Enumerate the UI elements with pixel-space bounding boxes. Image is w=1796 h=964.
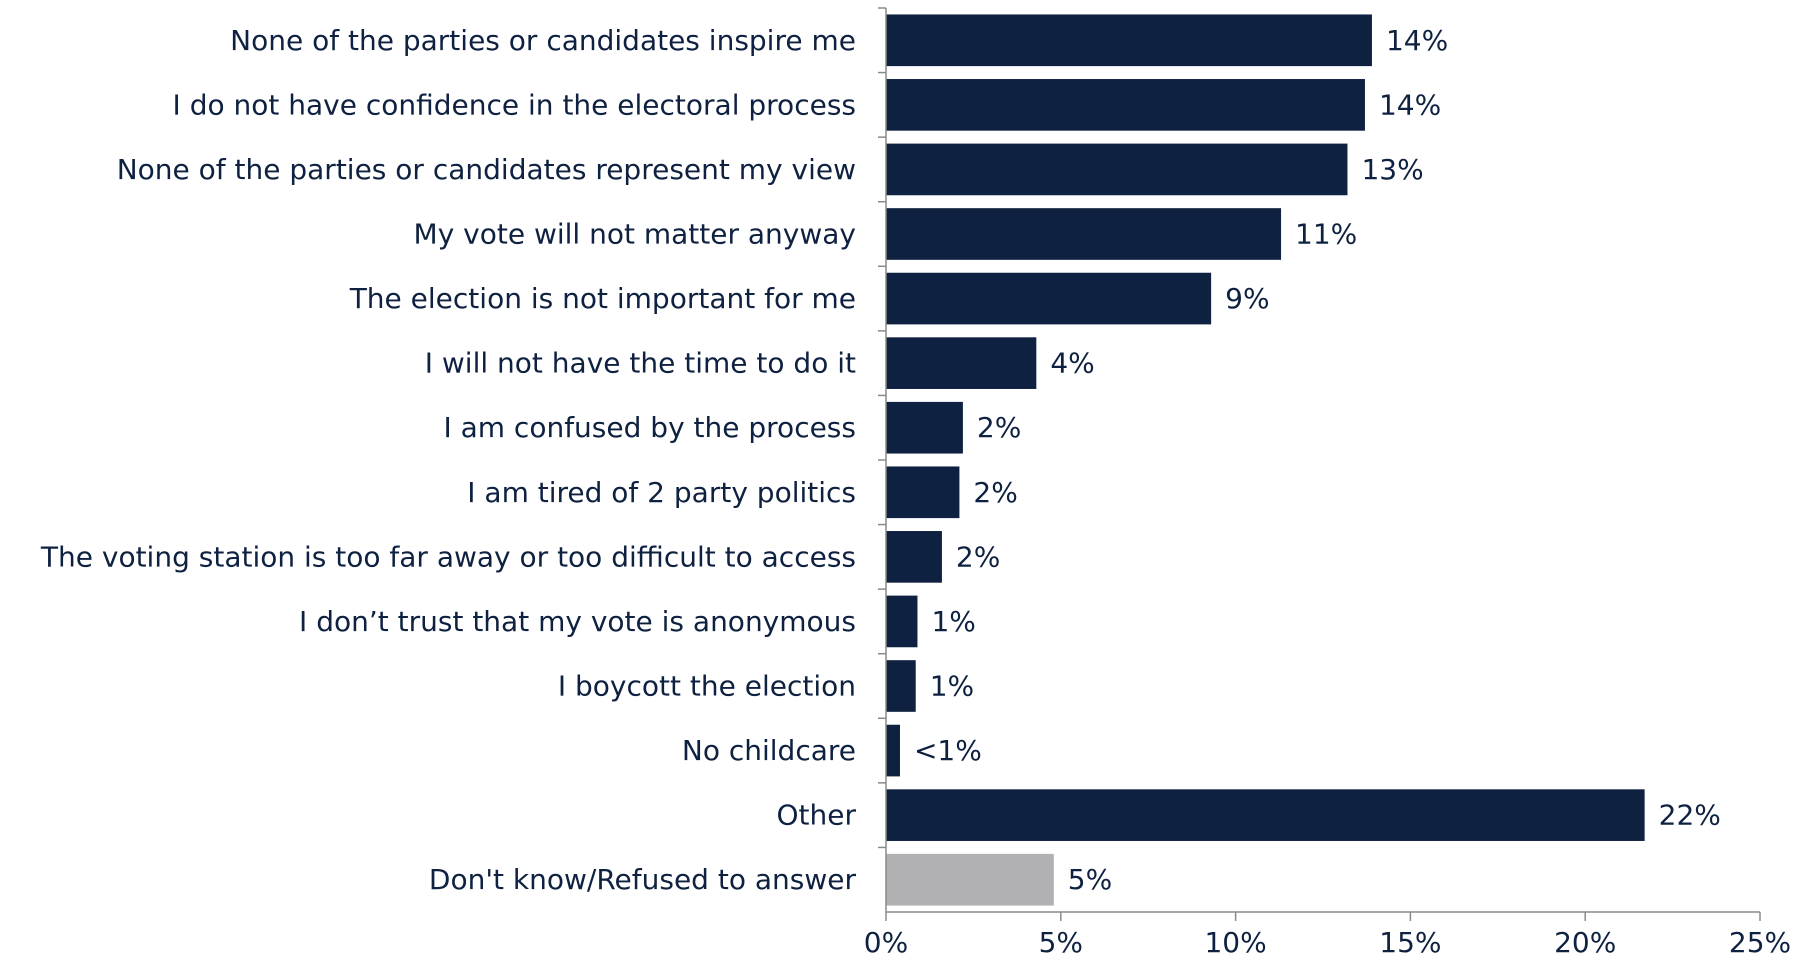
value-label: 13% [1361, 153, 1423, 186]
bar [886, 14, 1372, 67]
category-label: No childcare [682, 734, 856, 767]
category-label: The election is not important for me [349, 282, 856, 315]
category-label: I am tired of 2 party politics [467, 476, 856, 509]
bar [886, 789, 1645, 841]
value-label: <1% [914, 734, 982, 767]
x-tick-label: 20% [1554, 926, 1616, 959]
x-tick-label: 5% [1039, 926, 1083, 959]
x-tick-label: 15% [1379, 926, 1441, 959]
bar [886, 401, 963, 454]
value-label: 1% [930, 670, 974, 703]
bar [886, 272, 1212, 325]
category-label: I am confused by the process [443, 411, 856, 444]
category-label: I boycott the election [558, 670, 856, 703]
category-label: I will not have the time to do it [425, 347, 856, 380]
bar [886, 208, 1282, 260]
category-label: The voting station is too far away or to… [40, 540, 856, 573]
value-label: 1% [931, 605, 975, 638]
category-label: I don’t trust that my vote is anonymous [299, 605, 856, 638]
value-label: 14% [1386, 24, 1448, 57]
x-tick-label: 25% [1729, 926, 1791, 959]
bar [886, 143, 1348, 196]
x-tick-label: 0% [864, 926, 908, 959]
category-label: My vote will not matter anyway [414, 218, 856, 251]
value-labels-group: 14% 14% 13%11% 9% 4% 2% 2% 2% 1% 1% <1% 22% 5% [914, 24, 1721, 896]
category-labels-group: None of the parties or candidates inspir… [40, 24, 857, 896]
value-label: 2% [956, 540, 1000, 573]
category-label: Don't know/Refused to answer [429, 863, 857, 896]
category-label: I do not have confidence in the electora… [173, 88, 856, 121]
category-label: None of the parties or candidates repres… [117, 153, 856, 186]
value-label: 2% [977, 411, 1021, 444]
value-label: 4% [1050, 347, 1094, 380]
bar [886, 724, 900, 777]
bar [886, 79, 1365, 131]
bar [886, 660, 916, 712]
bar [886, 531, 942, 583]
value-label: 2% [973, 476, 1017, 509]
x-tick-label: 10% [1204, 926, 1266, 959]
bar [886, 466, 960, 519]
value-label: 11% [1295, 218, 1357, 251]
value-label: 5% [1068, 863, 1112, 896]
bar [886, 337, 1037, 389]
category-label: None of the parties or candidates inspir… [230, 24, 856, 57]
bar [886, 853, 1054, 906]
value-label: 14% [1379, 88, 1441, 121]
bar [886, 595, 918, 648]
bars-group [886, 14, 1645, 906]
x-ticks-group: 0% 5% 10% 15% 20% 25% [864, 7, 1791, 959]
value-label: 22% [1659, 799, 1721, 832]
value-label: 9% [1225, 282, 1269, 315]
category-label: Other [776, 799, 856, 832]
